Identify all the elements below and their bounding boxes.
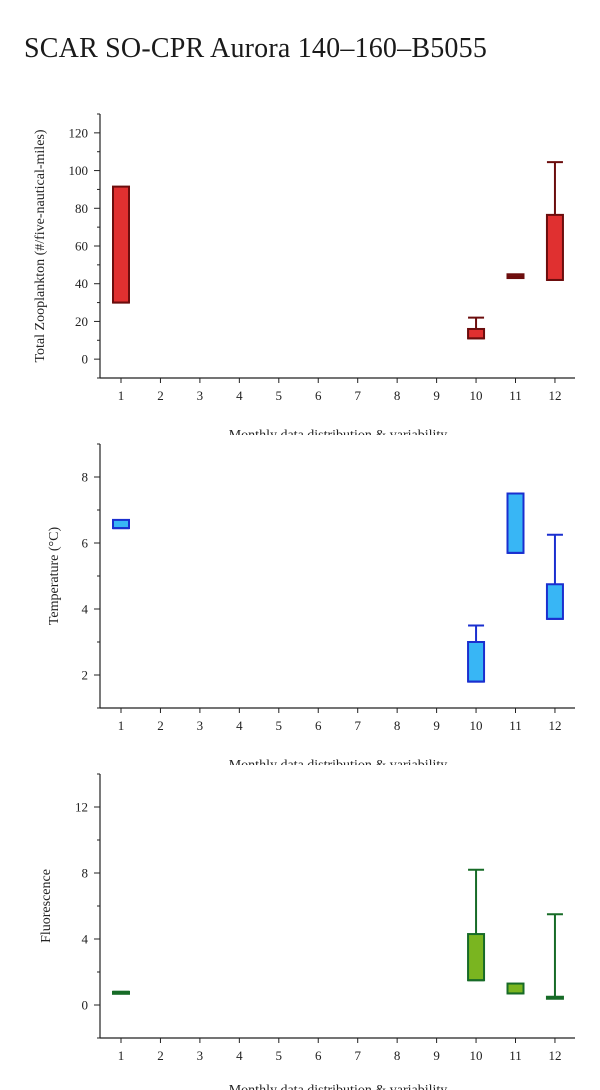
y-tick-label: 20 bbox=[75, 314, 88, 329]
x-tick-label: 4 bbox=[236, 1048, 243, 1063]
y-tick-label: 40 bbox=[75, 276, 88, 291]
x-tick-label: 12 bbox=[548, 1048, 561, 1063]
box-rect bbox=[545, 213, 564, 281]
y-tick-label: 80 bbox=[75, 201, 88, 216]
x-axis-label: Monthly data distribution & variability bbox=[229, 1083, 448, 1090]
x-tick-label: 1 bbox=[118, 718, 125, 733]
x-tick-label: 10 bbox=[470, 718, 483, 733]
y-tick-label: 2 bbox=[82, 668, 89, 683]
x-tick-label: 7 bbox=[354, 1048, 361, 1063]
box-rect bbox=[545, 583, 564, 620]
x-tick-label: 2 bbox=[157, 388, 164, 403]
page-title: SCAR SO-CPR Aurora 140–160–B5055 bbox=[24, 33, 488, 64]
x-tick-label: 1 bbox=[118, 1048, 125, 1063]
x-tick-label: 6 bbox=[315, 1048, 322, 1063]
y-axis-label: Fluorescence bbox=[39, 869, 54, 943]
y-tick-label: 4 bbox=[82, 932, 89, 947]
box-rect bbox=[506, 492, 525, 554]
box-month-12 bbox=[545, 913, 564, 1000]
x-tick-label: 10 bbox=[470, 388, 483, 403]
box-rect bbox=[467, 641, 486, 683]
x-axis-label: Monthly data distribution & variability bbox=[229, 758, 448, 765]
y-tick-label: 6 bbox=[82, 536, 89, 551]
x-tick-label: 12 bbox=[548, 388, 561, 403]
box-rect bbox=[467, 933, 486, 982]
x-axis-label: Monthly data distribution & variability bbox=[229, 428, 448, 435]
x-tick-label: 6 bbox=[315, 718, 322, 733]
x-tick-label: 4 bbox=[236, 718, 243, 733]
x-tick-label: 5 bbox=[276, 1048, 283, 1063]
x-tick-label: 6 bbox=[315, 388, 322, 403]
y-tick-label: 0 bbox=[82, 352, 89, 367]
x-tick-label: 7 bbox=[354, 388, 361, 403]
x-tick-label: 9 bbox=[433, 1048, 440, 1063]
x-tick-label: 9 bbox=[433, 718, 440, 733]
y-tick-label: 8 bbox=[82, 470, 89, 485]
x-tick-label: 8 bbox=[394, 718, 401, 733]
x-tick-label: 9 bbox=[433, 388, 440, 403]
box-month-10 bbox=[467, 624, 486, 683]
fluorescence-box-chart: 04812123456789101112FluorescenceMonthly … bbox=[0, 760, 600, 1090]
x-tick-label: 1 bbox=[118, 388, 125, 403]
x-tick-label: 11 bbox=[509, 718, 522, 733]
box-month-11 bbox=[506, 492, 525, 554]
fluorescence-chart-svg: 04812123456789101112FluorescenceMonthly … bbox=[39, 773, 575, 1090]
y-tick-label: 0 bbox=[82, 998, 89, 1013]
zooplankton-box-chart: 0 20 40 60 80 100 120 1 2 3 4 5 6 7 8 9 10 11 12 Total Zoop… bbox=[0, 100, 600, 435]
y-tick-label: 12 bbox=[75, 800, 88, 815]
box-rect bbox=[112, 185, 130, 304]
x-tick-label: 8 bbox=[394, 388, 401, 403]
y-axis-label: Total Zooplankton (#/five-nautical-miles… bbox=[33, 129, 48, 362]
y-tick-label: 100 bbox=[69, 163, 89, 178]
x-tick-label: 3 bbox=[197, 718, 204, 733]
y-tick-label: 60 bbox=[75, 239, 88, 254]
box-month-1 bbox=[112, 990, 130, 995]
x-tick-label: 10 bbox=[470, 1048, 483, 1063]
box-month-12 bbox=[545, 161, 564, 281]
x-tick-label: 8 bbox=[394, 1048, 401, 1063]
y-tick-label: 120 bbox=[69, 125, 89, 140]
x-tick-label: 4 bbox=[236, 388, 243, 403]
box-month-11 bbox=[506, 982, 525, 995]
box-month-12 bbox=[545, 533, 564, 620]
x-tick-label: 12 bbox=[548, 718, 561, 733]
x-tick-label: 3 bbox=[197, 388, 204, 403]
box-rect bbox=[467, 327, 486, 340]
box-month-10 bbox=[467, 316, 486, 340]
box-month-1 bbox=[112, 518, 130, 530]
box-rect bbox=[112, 518, 130, 530]
box-month-11 bbox=[506, 273, 525, 280]
x-tick-label: 2 bbox=[157, 718, 164, 733]
x-tick-label: 5 bbox=[276, 718, 283, 733]
box-month-10 bbox=[467, 868, 486, 982]
y-axis-label: Temperature (°C) bbox=[47, 527, 62, 626]
box-month-1 bbox=[112, 185, 130, 304]
y-tick-label: 4 bbox=[82, 602, 89, 617]
x-tick-label: 11 bbox=[509, 1048, 522, 1063]
x-tick-label: 5 bbox=[276, 388, 283, 403]
x-tick-label: 7 bbox=[354, 718, 361, 733]
x-tick-label: 3 bbox=[197, 1048, 204, 1063]
x-tick-label: 2 bbox=[157, 1048, 164, 1063]
box-rect bbox=[506, 982, 525, 995]
y-tick-label: 8 bbox=[82, 866, 89, 881]
x-tick-label: 11 bbox=[509, 388, 522, 403]
